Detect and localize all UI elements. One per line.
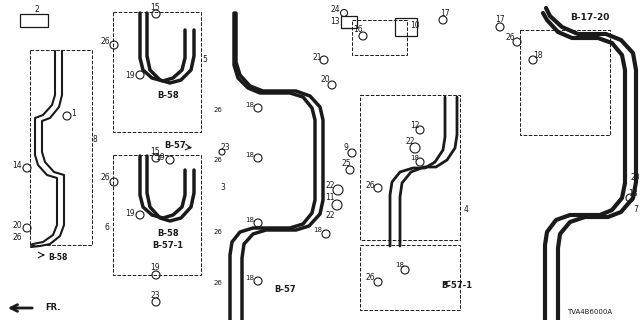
Text: B-57: B-57: [164, 140, 186, 149]
Text: 21: 21: [312, 53, 322, 62]
Text: B-58: B-58: [157, 91, 179, 100]
Bar: [360, 245, 460, 310]
Text: B-57: B-57: [274, 285, 296, 294]
Bar: [20, 14, 48, 27]
Text: 16: 16: [353, 26, 363, 35]
Bar: [113, 155, 201, 275]
Text: 26: 26: [100, 173, 110, 182]
Text: 5: 5: [203, 55, 207, 65]
Bar: [520, 30, 610, 135]
Text: 18: 18: [628, 188, 638, 197]
Text: 15: 15: [150, 148, 160, 156]
Text: B-58: B-58: [48, 253, 68, 262]
Text: 15: 15: [150, 4, 160, 12]
Text: 9: 9: [344, 143, 348, 153]
Text: 17: 17: [495, 15, 505, 25]
Text: 23: 23: [220, 143, 230, 153]
Text: B-57-1: B-57-1: [152, 241, 184, 250]
Text: TVA4B6000A: TVA4B6000A: [568, 309, 612, 315]
Text: 26: 26: [214, 157, 223, 163]
Text: B-57-1: B-57-1: [442, 281, 472, 290]
Text: 18: 18: [396, 262, 404, 268]
Text: 17: 17: [440, 10, 450, 19]
Text: 19: 19: [125, 70, 135, 79]
Bar: [360, 95, 460, 240]
Text: 18: 18: [314, 227, 323, 233]
Text: 18: 18: [246, 217, 255, 223]
Text: 18: 18: [246, 152, 255, 158]
Text: 26: 26: [505, 34, 515, 43]
Text: 24: 24: [330, 5, 340, 14]
Text: 26: 26: [214, 229, 223, 235]
Text: 19: 19: [125, 209, 135, 218]
Text: 23: 23: [150, 291, 160, 300]
Text: 26: 26: [214, 280, 223, 286]
Text: 20: 20: [630, 173, 640, 182]
Text: 18: 18: [246, 275, 255, 281]
Text: 14: 14: [12, 161, 22, 170]
Bar: [395, 18, 417, 36]
Text: B-58: B-58: [157, 228, 179, 237]
Text: 18: 18: [533, 51, 543, 60]
Text: 1: 1: [72, 108, 76, 117]
Text: 25: 25: [341, 158, 351, 167]
Text: 10: 10: [410, 21, 420, 30]
Text: 19: 19: [156, 154, 165, 163]
Text: 2: 2: [35, 5, 40, 14]
Text: 22: 22: [325, 180, 335, 189]
Text: 6: 6: [104, 223, 109, 233]
Text: 8: 8: [93, 135, 97, 145]
Text: 18: 18: [410, 155, 419, 161]
Text: 20: 20: [12, 220, 22, 229]
Bar: [113, 12, 201, 132]
Text: 12: 12: [410, 121, 420, 130]
Text: 3: 3: [221, 183, 225, 193]
Text: 26: 26: [365, 180, 375, 189]
Bar: [341, 16, 357, 28]
Bar: [30, 50, 92, 245]
Text: 19: 19: [150, 263, 160, 273]
Text: 11: 11: [325, 194, 335, 203]
Text: 26: 26: [214, 107, 223, 113]
Text: 22: 22: [405, 138, 415, 147]
Text: 26: 26: [100, 37, 110, 46]
Text: B-17-20: B-17-20: [570, 13, 610, 22]
Text: 26: 26: [12, 234, 22, 243]
Text: 7: 7: [633, 205, 638, 214]
Text: 26: 26: [365, 274, 375, 283]
Text: 4: 4: [463, 205, 468, 214]
Text: 22: 22: [325, 211, 335, 220]
Bar: [352, 20, 407, 55]
Text: FR.: FR.: [45, 303, 61, 313]
Text: 13: 13: [330, 18, 340, 27]
Text: 18: 18: [246, 102, 255, 108]
Text: 20: 20: [321, 76, 330, 84]
